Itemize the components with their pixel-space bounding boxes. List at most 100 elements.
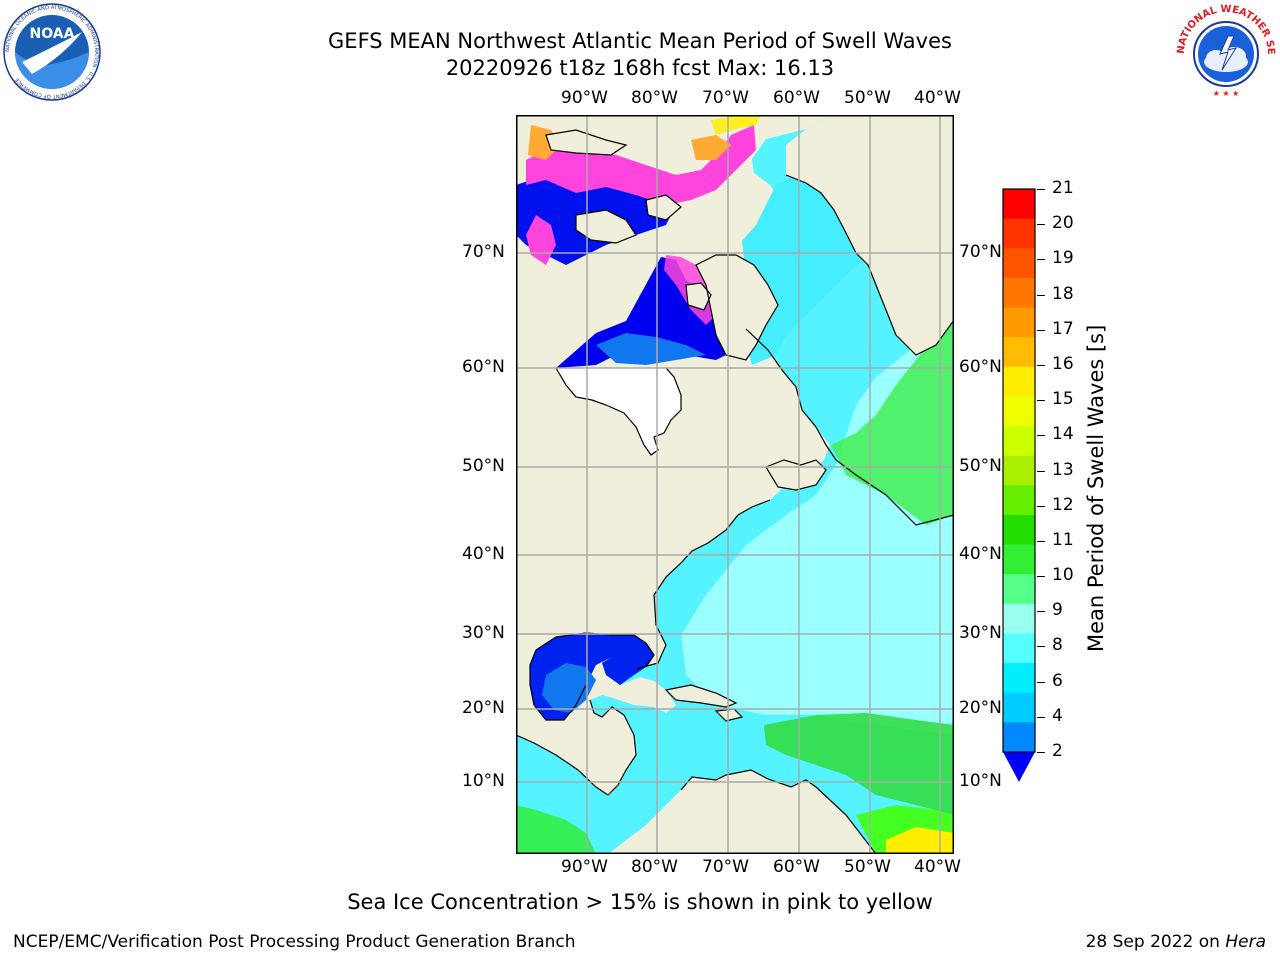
- lon-label-top: 60°W: [773, 88, 820, 108]
- lat-label-left: 70°N: [462, 242, 505, 262]
- colorbar-tick-label: 21: [1052, 178, 1074, 198]
- lon-label-bottom: 80°W: [631, 857, 678, 877]
- colorbar-tick-mark: [1037, 259, 1045, 261]
- lon-label-bottom: 60°W: [773, 857, 820, 877]
- lon-label-bottom: 70°W: [702, 857, 749, 877]
- colorbar-swatch: [1003, 277, 1035, 309]
- arctic-island-2: [646, 195, 681, 220]
- sea-ice-pink: [526, 125, 756, 205]
- colorbar-tick-mark: [1037, 611, 1045, 613]
- lat-label-left: 50°N: [462, 456, 505, 476]
- colorbar-tick-label: 8: [1052, 635, 1063, 656]
- plot-title: GEFS MEAN Northwest Atlantic Mean Period…: [328, 29, 952, 53]
- lat-label-right: 40°N: [959, 544, 1002, 564]
- lat-label-right: 10°N: [959, 771, 1002, 791]
- southampton-island: [686, 283, 711, 310]
- arctic-island-1: [576, 210, 636, 243]
- sea-ice-orange-2: [691, 135, 731, 160]
- colorbar-tick-label: 14: [1052, 424, 1074, 445]
- colorbar-tick-mark: [1037, 646, 1045, 648]
- colorbar-swatch: [1003, 692, 1035, 723]
- green-swell-tropics: [764, 713, 954, 815]
- lat-label-right: 50°N: [959, 456, 1002, 476]
- lat-label-right: 20°N: [959, 698, 1002, 718]
- cuba: [666, 685, 736, 707]
- colorbar-tick-mark: [1037, 435, 1045, 437]
- arctic-island-3: [546, 130, 626, 155]
- noaa-logo-text: NOAA: [30, 26, 75, 42]
- sea-ice-yellow: [711, 115, 761, 135]
- colorbar-tick-label: 17: [1052, 318, 1074, 339]
- lon-label-top: 70°W: [702, 88, 749, 108]
- colorbar-tick-label: 19: [1052, 248, 1074, 269]
- colorbar-swatch: [1003, 722, 1035, 753]
- colorbar-swatch: [1003, 396, 1035, 427]
- date-stamp: 28 Sep 2022 on Hera: [1086, 932, 1266, 952]
- lon-label-bottom: 40°W: [914, 857, 961, 877]
- date-host: Hera: [1225, 932, 1266, 952]
- lon-label-top: 80°W: [631, 88, 678, 108]
- colorbar-tick-label: 12: [1052, 494, 1074, 515]
- sea-ice-note: Sea Ice Concentration > 15% is shown in …: [347, 890, 933, 914]
- colorbar-tick-label: 15: [1052, 389, 1074, 410]
- colorbar-tick-label: 9: [1052, 600, 1063, 621]
- colorbar-tick-mark: [1037, 400, 1045, 402]
- gulf-inner: [542, 663, 596, 713]
- colorbar-frame: [1002, 188, 1036, 753]
- lat-label-left: 40°N: [462, 544, 505, 564]
- colorbar-tick-label: 20: [1052, 213, 1074, 234]
- lat-label-left: 10°N: [462, 771, 505, 791]
- svg-text:★ ★ ★: ★ ★ ★: [1213, 89, 1240, 98]
- date-text: 28 Sep 2022 on: [1085, 932, 1226, 952]
- colorbar-tick-mark: [1037, 716, 1045, 718]
- colorbar-tick-mark: [1037, 224, 1045, 226]
- nws-logo: NATIONAL WEATHER SERVICE ★ ★ ★: [1176, 2, 1276, 100]
- colorbar-swatch: [1003, 189, 1035, 220]
- noaa-logo: NOAA NATIONAL OCEANIC AND ATMOSPHERIC AD…: [3, 3, 101, 101]
- lat-label-left: 30°N: [462, 623, 505, 643]
- lon-label-bottom: 90°W: [561, 857, 608, 877]
- colorbar-tick-label: 2: [1052, 741, 1063, 761]
- colorbar-swatch: [1003, 633, 1035, 664]
- colorbar-swatch: [1003, 514, 1035, 546]
- lon-label-top: 40°W: [914, 88, 961, 108]
- colorbar-tick-mark: [1037, 505, 1045, 507]
- colorbar-swatch: [1003, 218, 1035, 249]
- colorbar-label: Mean Period of Swell Waves [s]: [1084, 324, 1108, 652]
- colorbar-tick-label: 11: [1052, 529, 1074, 550]
- colorbar-swatch: [1003, 426, 1035, 457]
- colorbar-tick-mark: [1037, 294, 1045, 296]
- lon-label-bottom: 50°W: [844, 857, 891, 877]
- colorbar-tick-mark: [1037, 540, 1045, 542]
- colorbar: [1002, 188, 1036, 782]
- colorbar-tick-mark: [1037, 329, 1045, 331]
- colorbar-swatch: [1003, 544, 1035, 575]
- swell-period-map: [516, 115, 954, 854]
- colorbar-tick-label: 6: [1052, 670, 1063, 691]
- colorbar-tick-mark: [1037, 681, 1045, 683]
- colorbar-tick-mark: [1037, 470, 1045, 472]
- green-pacific-band: [516, 805, 596, 854]
- colorbar-tick-mark: [1037, 189, 1045, 190]
- colorbar-tick-label: 16: [1052, 353, 1074, 374]
- colorbar-swatch: [1003, 663, 1035, 694]
- colorbar-extend-arrow: [1003, 752, 1035, 782]
- colorbar-tick-label: 13: [1052, 459, 1074, 480]
- lat-label-left: 60°N: [462, 357, 505, 377]
- colorbar-tick-mark: [1037, 576, 1045, 578]
- colorbar-swatch: [1003, 455, 1035, 486]
- colorbar-swatch: [1003, 574, 1035, 605]
- colorbar-tick-label: 18: [1052, 283, 1074, 304]
- hudson-bay-mid: [596, 333, 706, 365]
- colorbar-tick-mark: [1037, 364, 1045, 366]
- baffin-island: [696, 255, 778, 360]
- lon-label-top: 50°W: [844, 88, 891, 108]
- colorbar-tick-label: 10: [1052, 565, 1074, 586]
- colorbar-swatch: [1003, 307, 1035, 338]
- colorbar-swatch: [1003, 337, 1035, 368]
- colorbar-swatch: [1003, 603, 1035, 634]
- colorbar-tick-mark: [1037, 752, 1045, 753]
- hispaniola: [716, 709, 742, 721]
- yellow-swell: [886, 827, 954, 854]
- colorbar-swatch: [1003, 248, 1035, 279]
